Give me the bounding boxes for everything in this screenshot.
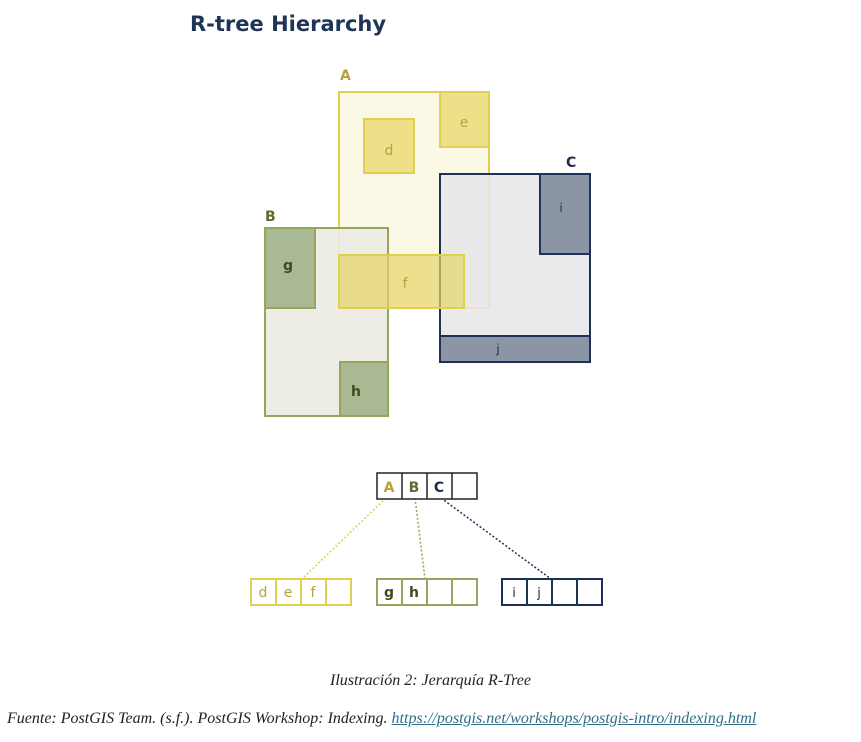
region-b-label: B <box>265 209 276 225</box>
connector-c <box>440 497 552 580</box>
leaf-d-box <box>363 118 415 174</box>
leaf-j-box <box>439 335 591 363</box>
leaf-e-box <box>439 91 490 148</box>
leaf-b-entry-g: g <box>384 585 394 601</box>
leaf-c-entry-i: i <box>512 586 516 601</box>
leaf-f-label: f <box>403 276 409 292</box>
leaf-j-label: j <box>495 342 499 356</box>
leaf-d-label: d <box>385 143 394 159</box>
leaf-b-entry-h: h <box>409 585 419 601</box>
region-c-label: C <box>566 155 576 171</box>
leaf-g-label: g <box>283 258 293 274</box>
leaf-node-b: g h <box>376 578 478 606</box>
source-text: Fuente: PostGIS Team. (s.f.). PostGIS Wo… <box>7 710 392 727</box>
leaf-node-c: i j <box>501 578 603 606</box>
leaf-a-entry-d: d <box>259 585 268 601</box>
leaf-i-label: i <box>559 201 562 215</box>
leaf-a-entry-f: f <box>311 585 317 601</box>
leaf-a-entry-e: e <box>284 585 293 601</box>
leaf-e-label: e <box>460 115 469 131</box>
root-entry-c: C <box>434 480 444 496</box>
root-entry-a: A <box>384 480 395 496</box>
figure-caption: Ilustración 2: Jerarquía R-Tree <box>329 672 531 689</box>
leaf-f-box <box>338 254 465 309</box>
leaf-h-label: h <box>351 384 361 400</box>
connector-a <box>301 497 387 580</box>
diagram-title: R-tree Hierarchy <box>190 12 386 36</box>
region-a-label: A <box>340 68 351 84</box>
source-link[interactable]: https://postgis.net/workshops/postgis-in… <box>391 710 757 727</box>
root-node: A B C <box>376 472 478 500</box>
leaf-c-entry-j: j <box>536 586 541 601</box>
r-tree-diagram: R-tree Hierarchy A d e C i j B g h f A B… <box>190 12 603 606</box>
leaf-h-box <box>339 361 389 417</box>
leaf-node-a: d e f <box>250 578 352 606</box>
source-line: Fuente: PostGIS Team. (s.f.). PostGIS Wo… <box>7 710 756 728</box>
leaf-i-box <box>539 173 591 255</box>
root-entry-b: B <box>409 480 420 496</box>
leaf-g-box <box>264 227 316 309</box>
connector-b <box>414 497 426 580</box>
